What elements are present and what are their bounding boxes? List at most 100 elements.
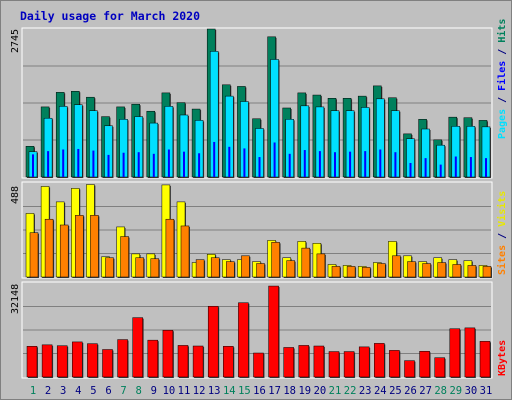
kbytes-bar-day-12 (192, 345, 204, 378)
sites-bar-day-17 (271, 242, 280, 278)
pages-bar-day-15 (243, 148, 246, 177)
pages-bar-day-16 (258, 157, 261, 177)
kbytes-bar-day-26 (404, 360, 415, 378)
pages-bar-day-27 (424, 158, 427, 177)
day-label-26: 26 (404, 385, 417, 397)
day-label-11: 11 (178, 385, 191, 397)
day-axis-labels: 1 2 3 4 5 6 7 8 9 10 11 12 13 14 15 16 17 18 19 20 21 22 23 24 2… (30, 385, 492, 397)
day-label-1: 1 (30, 385, 36, 397)
visits-sites-legend: Sites / Visits (496, 191, 508, 275)
pages-bar-day-25 (394, 152, 397, 177)
day-label-24: 24 (374, 385, 387, 397)
day-label-27: 27 (419, 385, 432, 397)
pages-bar-day-14 (228, 146, 231, 177)
day-label-7: 7 (120, 385, 126, 397)
kbytes-legend: KBytes (497, 340, 508, 376)
sites-bar-day-13 (210, 257, 220, 278)
day-label-29: 29 (449, 385, 462, 397)
sites-bar-day-7 (120, 236, 129, 278)
day-label-3: 3 (60, 385, 66, 397)
day-label-22: 22 (344, 385, 357, 397)
pages-bar-day-26 (409, 162, 412, 177)
pages-bar-day-28 (439, 164, 442, 177)
legend-part: Files (496, 61, 508, 91)
legend-part: Sites (496, 245, 508, 275)
day-label-23: 23 (359, 385, 372, 397)
kbytes-bar-day-1 (26, 346, 38, 378)
sites-bar-day-15 (241, 255, 250, 278)
pages-bar-day-24 (379, 149, 382, 177)
sites-bar-day-25 (392, 255, 401, 278)
legend-part: / (497, 227, 508, 245)
day-label-5: 5 (90, 385, 96, 397)
pages-bar-day-5 (92, 150, 95, 177)
kbytes-bar-day-18 (283, 347, 294, 378)
day-label-16: 16 (253, 385, 266, 397)
kbytes-bar-day-11 (177, 345, 189, 378)
pages-bar-day-1 (32, 154, 34, 177)
pages-bar-day-18 (288, 153, 291, 177)
kbytes-bar-day-30 (464, 327, 476, 378)
hits-files-pages-legend: Pages / Files / Hits (496, 19, 508, 139)
pages-bar-day-10 (167, 149, 170, 177)
kbytes-bar-day-7 (117, 339, 128, 378)
kbytes-bar-day-8 (132, 317, 143, 378)
sites-bar-day-19 (301, 247, 311, 278)
visits-ymax-label: 488 (10, 186, 21, 204)
day-label-13: 13 (208, 385, 221, 397)
pages-bar-day-19 (303, 150, 306, 177)
day-label-15: 15 (238, 385, 251, 397)
kbytes-bar-day-28 (434, 357, 445, 378)
sites-bar-day-12 (195, 259, 205, 278)
kbytes-bar-day-3 (56, 345, 68, 378)
sites-bar-day-5 (90, 215, 99, 278)
pages-bar-day-31 (485, 158, 487, 177)
kbytes-bar-day-29 (449, 328, 461, 378)
pages-bar-day-13 (213, 141, 216, 177)
sites-bar-day-31 (482, 266, 492, 278)
sites-bar-day-14 (226, 261, 235, 278)
kbytes-bar-day-6 (102, 349, 113, 378)
pages-bar-day-23 (364, 151, 367, 177)
pages-bar-day-21 (334, 152, 336, 177)
kbytes-bar-day-10 (162, 329, 174, 378)
kbytes-bar-day-17 (268, 285, 279, 378)
day-label-12: 12 (193, 385, 206, 397)
sites-bar-day-27 (422, 263, 431, 278)
kbytes-bar-day-25 (389, 350, 400, 378)
legend-part: KBytes (497, 340, 508, 376)
kbytes-bar-day-31 (479, 341, 491, 378)
day-label-2: 2 (45, 385, 51, 397)
day-label-18: 18 (283, 385, 296, 397)
kbytes-bar-day-9 (147, 339, 159, 378)
sites-bar-day-10 (165, 218, 175, 278)
chart-bars (25, 28, 492, 378)
sites-bar-day-20 (316, 253, 326, 278)
kbytes-bar-day-27 (419, 351, 430, 378)
pages-bar-day-6 (107, 154, 110, 177)
sites-bar-day-29 (452, 264, 462, 278)
sites-bar-day-26 (407, 261, 416, 278)
pages-bar-day-9 (152, 153, 155, 177)
sites-bar-day-24 (377, 263, 386, 278)
pages-bar-day-8 (137, 152, 140, 177)
chart-title: Daily usage for March 2020 (20, 9, 200, 23)
sites-bar-day-16 (256, 263, 265, 278)
pages-bar-day-4 (77, 148, 80, 177)
sites-bar-day-11 (180, 225, 190, 278)
sites-bar-day-22 (346, 266, 356, 278)
sites-bar-day-30 (467, 265, 477, 278)
sites-bar-day-2 (44, 218, 54, 278)
pages-bar-day-7 (122, 152, 125, 177)
pages-bar-day-17 (273, 142, 276, 177)
day-label-10: 10 (163, 385, 176, 397)
pages-bar-day-3 (62, 149, 65, 177)
day-label-9: 9 (151, 385, 157, 397)
sites-bar-day-18 (286, 260, 295, 278)
kbytes-bar-day-2 (41, 344, 53, 378)
kbytes-bar-day-22 (343, 351, 355, 378)
day-label-14: 14 (223, 385, 236, 397)
day-label-28: 28 (434, 385, 447, 397)
pages-bar-day-20 (318, 151, 321, 177)
day-label-25: 25 (389, 385, 402, 397)
